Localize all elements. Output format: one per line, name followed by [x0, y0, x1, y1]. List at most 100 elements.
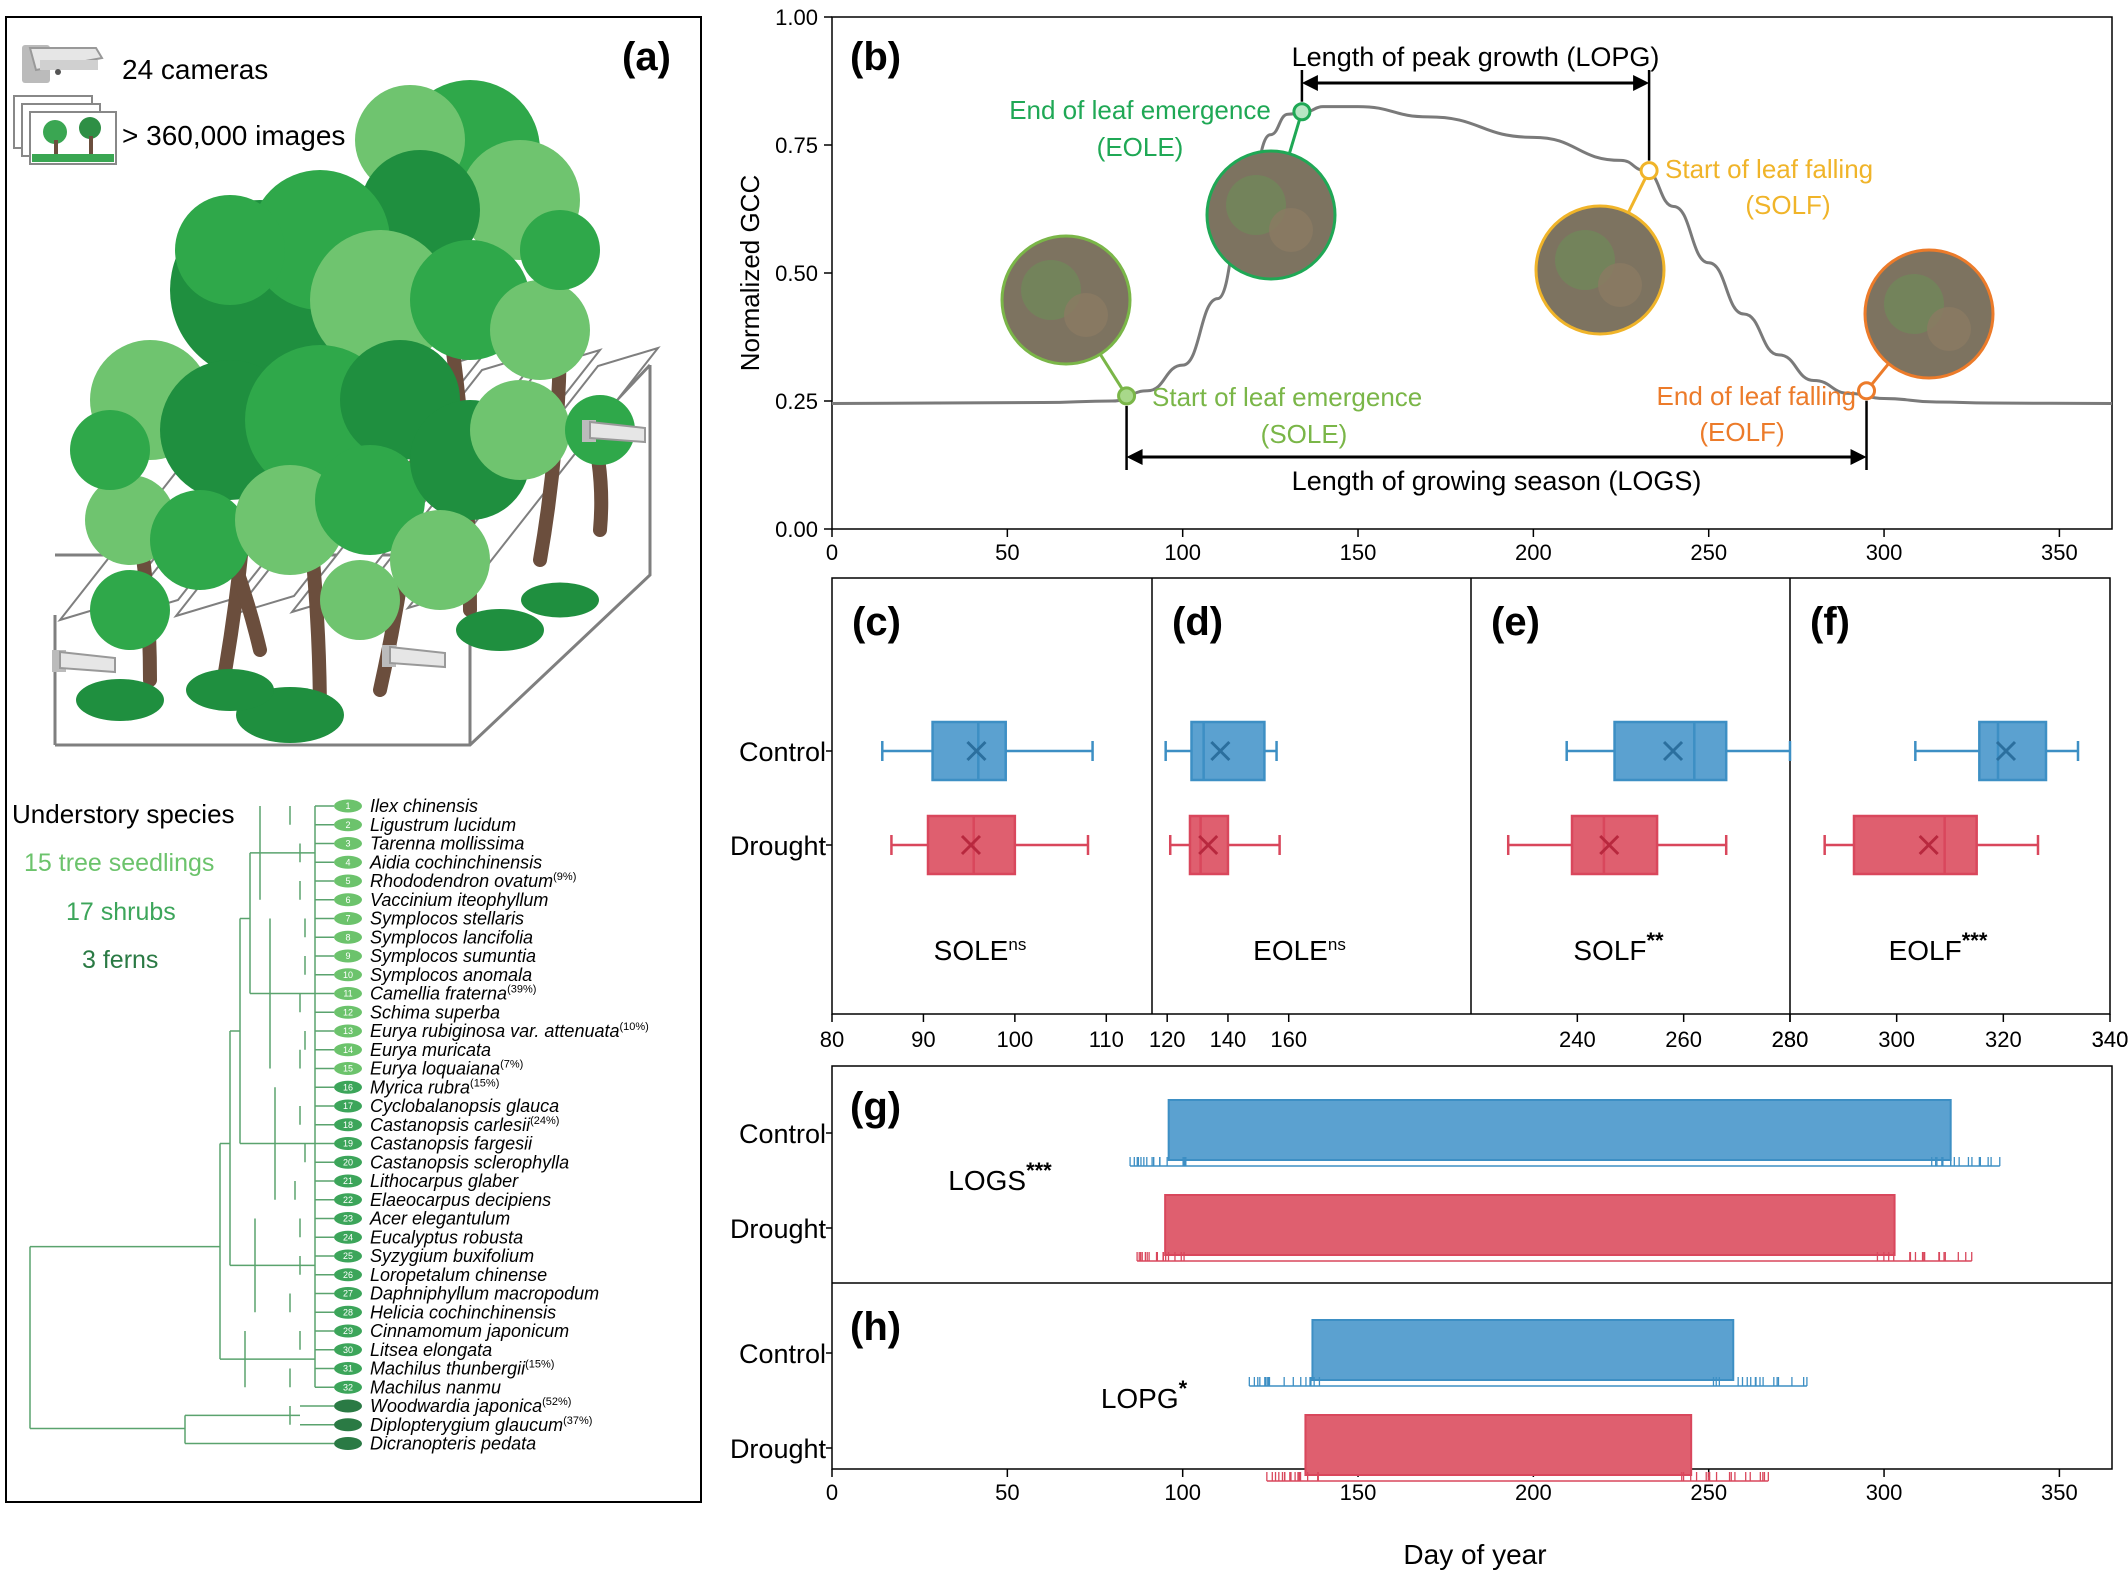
camera-body [589, 420, 646, 444]
x-tick-label: 340 [2092, 1027, 2128, 1052]
canopy-blob [490, 280, 590, 380]
species-name: Eurya loquaiana(7%) [370, 1059, 523, 1079]
species-number: 25 [343, 1251, 353, 1261]
x-tick-label: 340 [2092, 1027, 2128, 1052]
x-tick-label: 200 [1515, 540, 1552, 565]
metric-label: LOGS*** [948, 1158, 1052, 1196]
species-number: 23 [343, 1214, 353, 1224]
x-tick-label: 100 [1164, 540, 1201, 565]
species-number: 6 [345, 895, 350, 905]
species-name: Eurya muricata [370, 1040, 491, 1060]
species-leaf-icon [334, 1418, 362, 1432]
sole-point [1117, 386, 1137, 406]
species-name: Helicia cochinchinensis [370, 1302, 556, 1322]
understory-bush [76, 679, 164, 721]
species-leaf-icon [334, 1024, 362, 1038]
x-tick-label: 0 [826, 540, 838, 565]
group-shrubs: 17 shrubs [66, 898, 176, 926]
metric-label: SOLEns [934, 935, 1027, 966]
panel-label: (g) [850, 1085, 901, 1129]
species-number: 24 [343, 1232, 353, 1242]
species-name: Diplopterygium glaucum(37%) [370, 1415, 592, 1435]
solf-label: Start of leaf falling [1665, 154, 1873, 184]
lopg-arrow-head [1633, 75, 1650, 91]
panel-b: (b) 0 50 100 150 200 250 300 350 0.00 0.25 0.50 0.75… [735, 5, 2113, 565]
species-name: Vaccinium iteophyllum [370, 890, 548, 910]
mean-marker [1918, 834, 1939, 856]
species-name: Machilus nanmu [370, 1377, 501, 1397]
x-tick-label: 350 [2041, 1480, 2078, 1505]
species-name: Woodwardia japonica(52%) [370, 1396, 571, 1416]
species-number: 2 [345, 820, 350, 830]
x-tick-label: 280 [1772, 1027, 1809, 1052]
species-leaf-icon [334, 1137, 362, 1150]
x-tick-label: 100 [1164, 1480, 1201, 1505]
species-name: Daphniphyllum macropodum [370, 1284, 599, 1304]
y-tick-label: 0.00 [775, 517, 818, 542]
gcc-curve [831, 105, 2113, 406]
species-list: 1 Ilex chinensis 2 Ligustrum lucidum 3 Tarenn… [334, 796, 649, 1454]
species-leaf-icon [334, 893, 362, 907]
x-tick-label: 320 [1985, 1027, 2022, 1052]
metric-label: LOPG* [1101, 1376, 1188, 1414]
period-bar [1167, 1099, 1952, 1161]
species-number: 21 [343, 1176, 353, 1186]
species-name: Castanopsis fargesii [370, 1134, 533, 1154]
x-tick-label: 160 [1270, 1027, 1307, 1052]
species-name: Eurya rubiginosa var. attenuata(10%) [370, 1021, 649, 1041]
x-tick-label: 280 [1772, 1027, 1809, 1052]
species-number: 17 [343, 1101, 353, 1111]
species-number: 27 [343, 1289, 353, 1299]
panel-label: (d) [1172, 600, 1223, 644]
mean-marker [1662, 740, 1684, 762]
species-number: 20 [343, 1157, 353, 1167]
species-name: Cyclobalanopsis glauca [370, 1096, 559, 1116]
panels-c-f: Control Drought (c) 80 90 100 110 SOLEns (d) 120 1… [730, 577, 2128, 1052]
x-tick-label: 120 [1149, 1027, 1186, 1052]
x-tick-label: 350 [2041, 540, 2078, 565]
canopy-blob [310, 230, 450, 370]
eolf-abbr: (EOLF) [1699, 417, 1784, 447]
species-name: Ligustrum lucidum [370, 815, 516, 835]
box [1570, 814, 1659, 876]
understory-bush [521, 582, 599, 618]
species-name: Castanopsis carlesii(24%) [370, 1115, 559, 1135]
period-bar [1304, 1414, 1693, 1476]
species-leaf-icon [334, 987, 362, 1000]
canopy-blob [470, 380, 570, 480]
images-text: > 360,000 images [122, 120, 345, 151]
species-number: 26 [343, 1270, 353, 1280]
camera-body [59, 650, 116, 674]
species-leaf-icon [334, 1212, 362, 1225]
species-number: 3 [345, 839, 350, 849]
mean-marker [1995, 740, 2017, 762]
species-leaf-icon [334, 1324, 362, 1338]
cameras-text: 24 cameras [122, 54, 268, 85]
sole-label: Start of leaf emergence [1152, 382, 1422, 412]
mean-marker [1599, 834, 1620, 856]
y-tick-label: 1.00 [775, 5, 818, 30]
box [1852, 814, 1978, 876]
mean-marker [960, 834, 982, 856]
species-leaf-icon [334, 1268, 362, 1282]
species-name: Elaeocarpus decipiens [370, 1190, 551, 1210]
panel-a-frame [5, 16, 702, 1503]
species-leaf-icon [334, 1287, 362, 1300]
group-tree-seedlings: 15 tree seedlings [24, 849, 214, 877]
species-leaf-icon [334, 1118, 362, 1132]
species-leaf-icon [334, 1343, 362, 1357]
species-leaf-icon [334, 1043, 362, 1057]
species-number: 22 [343, 1195, 353, 1205]
canopy-blob [175, 195, 285, 305]
species-leaf-icon [334, 1062, 362, 1075]
species-leaf-icon [334, 1099, 362, 1113]
species-name: Camellia fraterna(39%) [370, 984, 536, 1004]
mean-marker [1198, 834, 1219, 856]
canopy-blob [315, 445, 425, 555]
panel-a-label: (a) [622, 35, 671, 79]
group-label-drought: Drought [730, 831, 827, 861]
x-tick-label: 0 [826, 1480, 838, 1505]
x-tick-label: 250 [1690, 540, 1727, 565]
sole-abbr: (SOLE) [1261, 419, 1348, 449]
eolf-label: End of leaf falling [1657, 381, 1856, 411]
